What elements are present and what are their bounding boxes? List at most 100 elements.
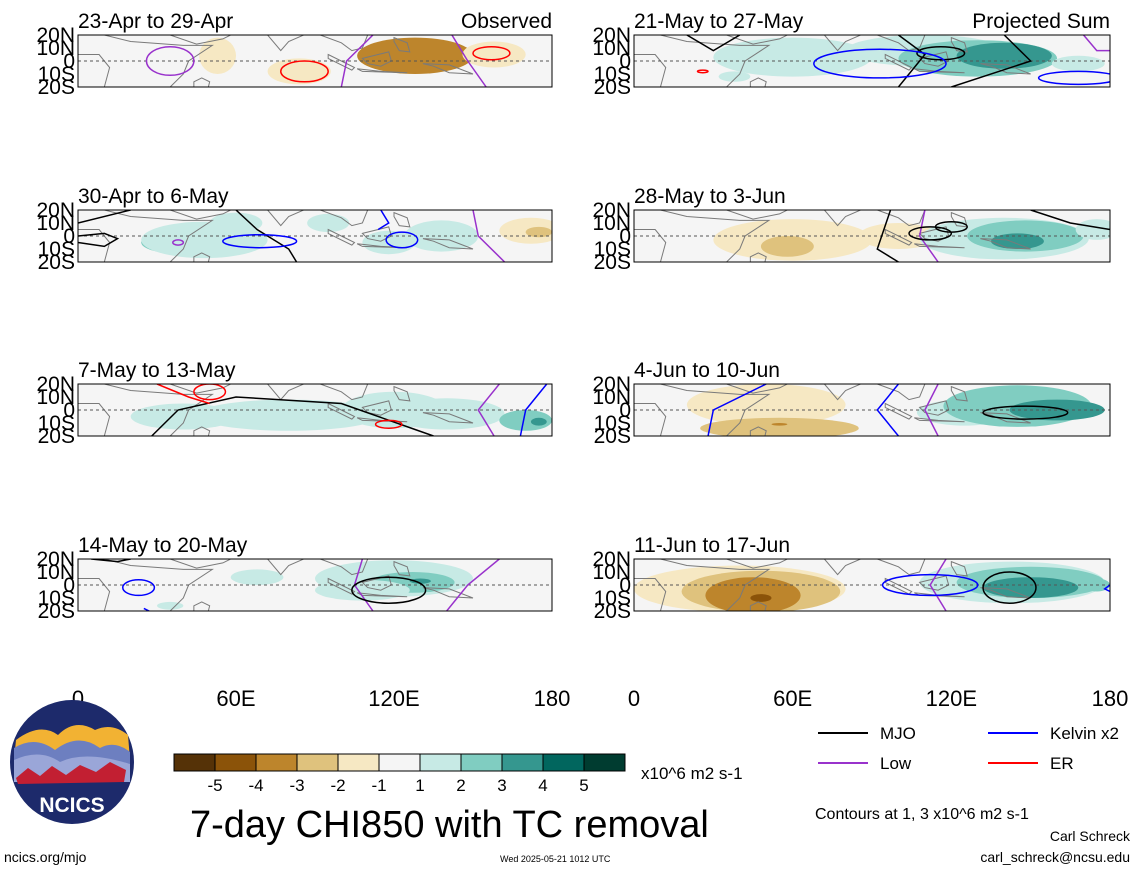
coastline bbox=[877, 35, 926, 52]
filter-contour bbox=[472, 210, 506, 262]
coastline bbox=[393, 385, 411, 402]
colorbar-label: 2 bbox=[456, 776, 465, 795]
filter-contour bbox=[151, 396, 434, 436]
panel-tag: Observed bbox=[461, 10, 552, 33]
coastline bbox=[980, 238, 1031, 250]
filter-contour bbox=[374, 419, 403, 429]
anomaly-shading bbox=[705, 577, 801, 611]
coastline bbox=[918, 51, 950, 67]
y-tick-label: 10S bbox=[594, 412, 631, 435]
filter-contour bbox=[696, 69, 709, 74]
coastline bbox=[393, 560, 411, 577]
y-tick-label: 20N bbox=[592, 548, 631, 571]
anomaly-shading bbox=[983, 577, 1079, 598]
panel-frame bbox=[77, 383, 553, 437]
y-tick-label: 10N bbox=[592, 386, 631, 409]
coastline bbox=[320, 35, 369, 52]
coastline bbox=[813, 210, 862, 227]
panel-frame bbox=[633, 34, 1111, 88]
panels-group: 23-Apr to 29-Apr Observed 30-Apr to 6-May 7… bbox=[77, 10, 1111, 612]
panel-frame bbox=[77, 558, 553, 612]
filter-contour bbox=[1030, 210, 1110, 231]
filter-contour bbox=[876, 384, 900, 436]
anomaly-shading bbox=[700, 417, 859, 436]
axes-group: 20N10N010S20S20N10N010S20S20N10N010S20S2… bbox=[36, 24, 1128, 711]
map-panel: 23-Apr to 29-Apr Observed bbox=[77, 10, 553, 88]
coastline bbox=[634, 384, 771, 436]
anomaly-shading bbox=[409, 578, 431, 584]
colorbar-label: -5 bbox=[207, 776, 222, 795]
coastline bbox=[422, 412, 474, 424]
anomaly-shading bbox=[196, 399, 381, 431]
x-tick-label: 180 bbox=[534, 686, 571, 711]
filter-contour bbox=[982, 405, 1069, 420]
coastline bbox=[877, 559, 926, 576]
y-tick-label: 10N bbox=[36, 561, 75, 584]
colorbar-label: 1 bbox=[415, 776, 424, 795]
panel-frame bbox=[633, 558, 1111, 612]
coastline bbox=[168, 210, 232, 220]
x-tick-label: 60E bbox=[773, 686, 812, 711]
legend-label: Low bbox=[880, 754, 912, 773]
filter-contour bbox=[477, 384, 500, 436]
coastline bbox=[320, 559, 369, 576]
coastline bbox=[918, 400, 950, 416]
anomaly-shading bbox=[530, 417, 547, 426]
coastline bbox=[749, 252, 767, 262]
y-tick-label: 0 bbox=[63, 50, 75, 73]
y-tick-label: 20S bbox=[594, 76, 631, 99]
filter-contour bbox=[222, 233, 298, 249]
map-panel: 4-Jun to 10-Jun bbox=[633, 359, 1111, 437]
panel-frame bbox=[633, 383, 1111, 437]
y-tick-label: 10S bbox=[594, 63, 631, 86]
colorbar-swatch bbox=[419, 753, 462, 772]
coastline bbox=[256, 559, 305, 576]
coastline bbox=[327, 402, 356, 420]
coastline bbox=[78, 35, 214, 87]
y-tick-label: 0 bbox=[619, 225, 631, 248]
filter-contour bbox=[1037, 70, 1110, 86]
y-tick-label: 0 bbox=[619, 574, 631, 597]
y-tick-label: 20N bbox=[36, 24, 75, 47]
colorbar-swatch bbox=[173, 753, 216, 772]
coastline bbox=[193, 426, 211, 436]
filter-contour bbox=[235, 210, 298, 262]
coastline bbox=[634, 35, 771, 87]
coastline bbox=[813, 384, 862, 401]
coastline bbox=[634, 210, 771, 262]
y-tick-label: 20N bbox=[36, 548, 75, 571]
coastline bbox=[361, 51, 392, 67]
panel-title: 28-May to 3-Jun bbox=[634, 185, 786, 208]
x-tick-label: 120E bbox=[368, 686, 419, 711]
panel-title: 14-May to 20-May bbox=[78, 534, 248, 557]
legend-label: MJO bbox=[880, 724, 916, 743]
colorbar-swatch bbox=[296, 753, 339, 772]
filter-contour bbox=[385, 231, 419, 249]
coastline bbox=[256, 35, 305, 52]
filter-contour bbox=[951, 35, 1033, 87]
coastline bbox=[950, 36, 968, 53]
y-tick-label: 10S bbox=[38, 412, 75, 435]
coastline bbox=[950, 211, 968, 228]
y-tick-label: 0 bbox=[63, 574, 75, 597]
colorbar-label: -4 bbox=[248, 776, 263, 795]
coastline bbox=[914, 243, 965, 249]
y-tick-label: 20S bbox=[38, 76, 75, 99]
panel-frame bbox=[633, 209, 1111, 263]
coastline bbox=[356, 417, 408, 423]
filter-contour bbox=[924, 384, 939, 436]
y-tick-label: 0 bbox=[619, 399, 631, 422]
coastline bbox=[356, 68, 408, 74]
y-tick-label: 10S bbox=[38, 63, 75, 86]
filter-contour bbox=[519, 384, 548, 436]
legend-label: ER bbox=[1050, 754, 1074, 773]
coastline bbox=[884, 402, 913, 420]
anomaly-shading bbox=[991, 233, 1044, 249]
anomaly-shading bbox=[760, 236, 814, 257]
y-tick-label: 0 bbox=[619, 50, 631, 73]
author-name: Carl Schreck bbox=[1050, 828, 1131, 844]
colorbar-swatch bbox=[583, 753, 626, 772]
y-tick-label: 10N bbox=[36, 37, 75, 60]
y-tick-label: 10N bbox=[592, 212, 631, 235]
coastline bbox=[422, 63, 474, 75]
